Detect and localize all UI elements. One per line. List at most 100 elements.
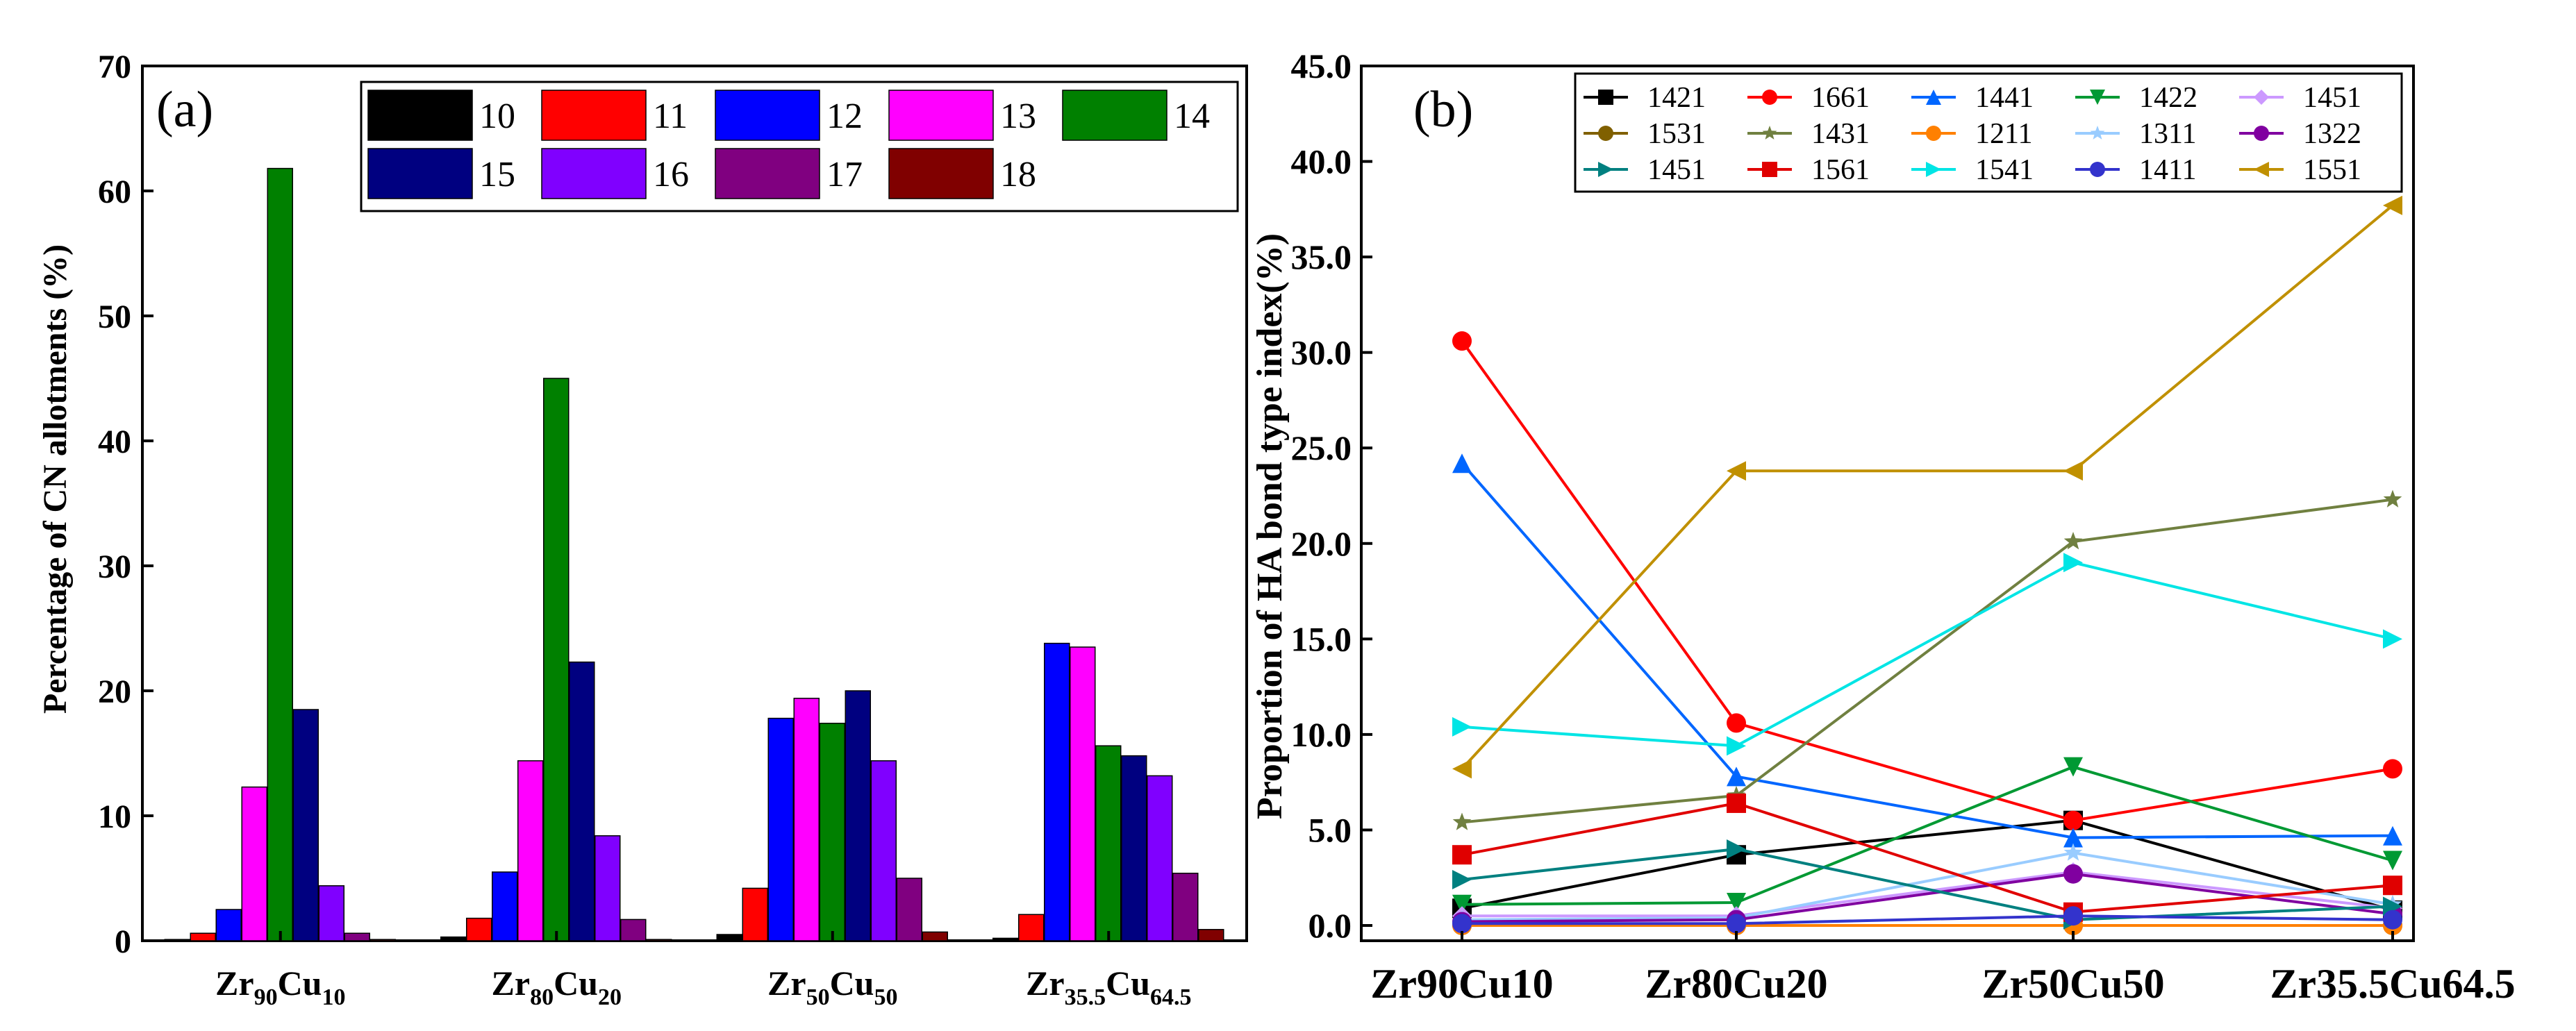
panel-b-y-axis-label: Proportion of HA bond type index(%) xyxy=(1250,233,1290,819)
panel-a-x-tick-label-part: Cu xyxy=(1106,964,1150,1003)
panel-a-legend-swatch xyxy=(368,149,472,199)
panel-a-bar-chart: (a) Percentage of CN allotments (%) 0 10 2… xyxy=(37,49,1247,1010)
panel-b-data-point xyxy=(1452,914,1472,933)
panel-b-data-point xyxy=(1727,713,1746,732)
panel-a-x-tick-label: Zr90Cu10 xyxy=(215,964,345,1010)
panel-b-data-point xyxy=(1727,794,1746,813)
panel-b-y-tick-label: 30.0 xyxy=(1291,333,1352,372)
panel-a-x-tick-label-part: Cu xyxy=(830,964,874,1003)
panel-a-x-tick-label-part: Cu xyxy=(278,964,322,1003)
panel-b-data-point xyxy=(1452,845,1472,864)
panel-b-data-point xyxy=(2063,461,2083,480)
panel-a-legend-swatch xyxy=(715,90,820,140)
panel-b-data-point xyxy=(2383,850,2402,870)
panel-b-y-tick-label: 15.0 xyxy=(1291,619,1352,658)
panel-b-x-tick-label: Zr80Cu20 xyxy=(1645,961,1827,1007)
panel-b-legend-label: 1561 xyxy=(1811,154,1870,186)
panel-a-x-tick-label-part: 20 xyxy=(598,984,622,1010)
panel-a-legend-label: 12 xyxy=(826,97,863,136)
panel-a-bar xyxy=(595,836,620,941)
panel-b-legend-label: 1541 xyxy=(1975,154,2034,186)
panel-a-bar xyxy=(1045,644,1070,941)
panel-a-bar xyxy=(1199,930,1224,941)
panel-a-bar xyxy=(165,939,190,941)
panel-b-x-tick-label: Zr50Cu50 xyxy=(1981,961,2164,1007)
panel-a-y-tick-label: 60 xyxy=(98,174,131,210)
panel-b-legend-label: 1422 xyxy=(2139,82,2197,114)
panel-a-bar xyxy=(370,939,395,941)
panel-b-data-point xyxy=(1762,162,1777,177)
panel-b-y-tick-label: 35.0 xyxy=(1291,237,1352,276)
panel-b-data-point xyxy=(1452,870,1472,889)
panel-b-data-point xyxy=(2063,811,2083,830)
panel-a-bar xyxy=(293,710,318,941)
panel-b-legend: 1421 1661 1441 1422 14511531 1431 1211 1311 1322… xyxy=(1575,74,2402,192)
panel-a-y-tick-label: 0 xyxy=(115,923,131,960)
panel-a-bar xyxy=(441,937,466,941)
panel-b-legend-label: 1451 xyxy=(2303,82,2361,114)
panel-b-legend-label: 1431 xyxy=(1811,118,1870,150)
panel-b-data-point xyxy=(1727,914,1746,933)
panel-a-bar xyxy=(922,932,947,941)
panel-a-bar xyxy=(1019,914,1044,941)
panel-b-data-point xyxy=(2063,553,2083,572)
panel-a-x-tick-label-part: 50 xyxy=(874,984,897,1010)
panel-b-legend-label: 1421 xyxy=(1647,82,1706,114)
panel-a-bar xyxy=(845,691,870,941)
panel-b-y-tick-label: 20.0 xyxy=(1291,524,1352,563)
panel-a-legend-swatch xyxy=(542,149,646,199)
panel-a-x-tick-label: Zr35.5Cu64.5 xyxy=(1026,964,1191,1010)
panel-b-data-point xyxy=(2383,875,2402,895)
panel-a-bar xyxy=(267,169,292,941)
panel-b-plot-frame xyxy=(1361,66,2413,941)
panel-b-series xyxy=(1452,196,2402,935)
panel-a-x-tick-label-part: Zr xyxy=(1026,964,1065,1003)
panel-a-bar xyxy=(897,878,922,941)
panel-a-bar xyxy=(242,787,267,941)
panel-a-x-tick-label-part: 90 xyxy=(254,984,278,1010)
panel-a-legend-label: 10 xyxy=(479,97,515,136)
panel-b-data-point xyxy=(1452,717,1472,737)
panel-b-legend-label: 1531 xyxy=(1647,118,1706,150)
panel-b-x-tick-label: Zr90Cu10 xyxy=(1370,961,1553,1007)
panel-a-bar xyxy=(794,698,819,941)
panel-a-y-tick-label: 30 xyxy=(98,548,131,585)
panel-b-data-point xyxy=(1598,126,1613,141)
panel-a-bar xyxy=(742,888,767,941)
panel-a-legend-label: 15 xyxy=(479,155,515,194)
panel-a-y-tick-label: 70 xyxy=(98,49,131,85)
panel-a-bar xyxy=(647,939,672,941)
panel-a-x-tick-label-part: Zr xyxy=(492,964,531,1003)
panel-a-legend-swatch xyxy=(889,149,993,199)
panel-b-series-line xyxy=(1462,341,2393,821)
panel-b-data-point xyxy=(2090,162,2105,177)
panel-a-legend-label: 11 xyxy=(653,97,688,136)
panel-a-bar xyxy=(319,886,344,941)
panel-a-legend-label: 13 xyxy=(1000,97,1036,136)
panel-a-bar xyxy=(1147,776,1172,941)
panel-a-x-tick-label: Zr80Cu20 xyxy=(492,964,622,1010)
panel-b-y-tick-label: 45.0 xyxy=(1291,47,1352,85)
panel-b-data-point xyxy=(2254,126,2269,141)
panel-a-x-tick-label-part: 35.5 xyxy=(1065,984,1106,1010)
panel-a-legend-swatch xyxy=(542,90,646,140)
panel-b-series-group xyxy=(1452,196,2402,779)
panel-b-data-point xyxy=(2383,759,2402,778)
panel-b-legend-label: 1311 xyxy=(2139,118,2196,150)
panel-a-legend-swatch xyxy=(1063,90,1167,140)
panel-b-data-point xyxy=(2063,864,2083,884)
panel-b-data-point xyxy=(1926,126,1941,141)
panel-a-bar xyxy=(820,723,845,941)
panel-a-bar xyxy=(1070,647,1095,941)
panel-a-bar xyxy=(717,934,742,941)
panel-a-y-tick-label: 50 xyxy=(98,299,131,335)
panel-b-data-point xyxy=(1452,331,1472,351)
panel-a-bar xyxy=(621,919,646,941)
panel-a-x-tick-label-part: 10 xyxy=(322,984,345,1010)
panel-a-x-tick-label-part: Cu xyxy=(554,964,598,1003)
panel-b-data-point xyxy=(2063,906,2083,925)
panel-a-y-tick-label: 10 xyxy=(98,798,131,835)
figure-canvas: (a) Percentage of CN allotments (%) 0102… xyxy=(0,0,2576,1031)
panel-b-legend-label: 1322 xyxy=(2303,118,2361,150)
panel-b-data-point xyxy=(2383,910,2402,930)
